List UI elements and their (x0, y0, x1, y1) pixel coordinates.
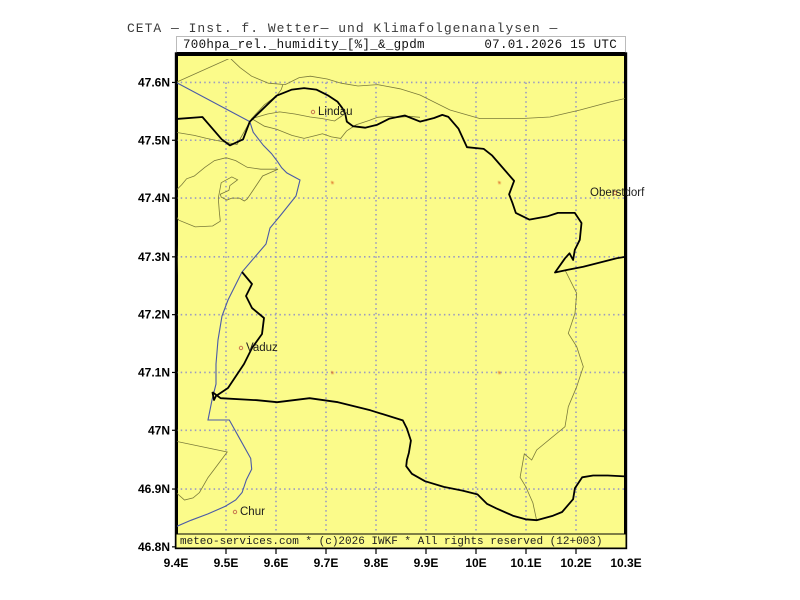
svg-text:9.5E: 9.5E (214, 556, 239, 570)
svg-text:10.3E: 10.3E (610, 556, 641, 570)
svg-text:46.8N: 46.8N (138, 540, 170, 554)
svg-text:9.8E: 9.8E (364, 556, 389, 570)
svg-text:Vaduz: Vaduz (246, 342, 278, 354)
svg-text:47.2N: 47.2N (138, 308, 170, 322)
svg-text:9.9E: 9.9E (414, 556, 439, 570)
svg-text:meteo-services.com * (c)2026 I: meteo-services.com * (c)2026 IWKF * All … (180, 536, 602, 548)
svg-text:Chur: Chur (240, 506, 265, 518)
svg-text:47N: 47N (148, 423, 170, 437)
svg-text:9.6E: 9.6E (264, 556, 289, 570)
svg-text:10.1E: 10.1E (510, 556, 541, 570)
svg-text:47.3N: 47.3N (138, 250, 170, 264)
svg-text:9.7E: 9.7E (314, 556, 339, 570)
svg-text:10E: 10E (465, 556, 486, 570)
svg-text:Lindau: Lindau (318, 106, 353, 118)
svg-text:47.5N: 47.5N (138, 133, 170, 147)
svg-text:47.1N: 47.1N (138, 366, 170, 380)
svg-text:47.4N: 47.4N (138, 191, 170, 205)
svg-text:9.4E: 9.4E (164, 556, 189, 570)
svg-text:47.6N: 47.6N (138, 76, 170, 90)
svg-text:10.2E: 10.2E (560, 556, 591, 570)
svg-text:Oberstdorf: Oberstdorf (590, 187, 645, 199)
svg-text:46.9N: 46.9N (138, 482, 170, 496)
